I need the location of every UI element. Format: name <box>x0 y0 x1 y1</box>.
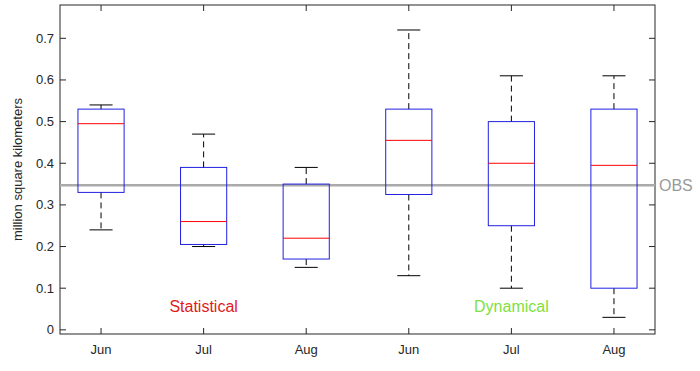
x-tick-label: Aug <box>602 342 625 357</box>
whisker-high <box>101 105 102 109</box>
whisker-high <box>511 76 512 122</box>
x-tick <box>306 328 307 334</box>
y-tick-label: 0.2 <box>36 239 54 254</box>
y-tick <box>60 288 66 289</box>
y-tick-right <box>649 329 655 330</box>
whisker-cap-high <box>295 167 318 168</box>
x-tick-top <box>613 5 614 11</box>
y-tick <box>60 246 66 247</box>
annotation: Dynamical <box>474 298 549 315</box>
x-tick-top <box>101 5 102 11</box>
x-tick-label: Jun <box>398 342 419 357</box>
x-tick-label: Jul <box>195 342 212 357</box>
whisker-low <box>306 259 307 267</box>
whisker-low <box>101 192 102 229</box>
whisker-high <box>408 30 409 109</box>
y-tick-right <box>649 288 655 289</box>
plot-frame <box>60 5 655 334</box>
whisker-high <box>613 76 614 109</box>
whisker-cap-high <box>192 134 215 135</box>
plot-area <box>60 30 655 317</box>
box <box>591 109 637 288</box>
whisker-cap-high <box>89 104 112 105</box>
y-tick-right <box>649 246 655 247</box>
box <box>488 122 534 226</box>
y-tick-right <box>649 163 655 164</box>
whisker-low <box>511 226 512 288</box>
x-tick-label: Aug <box>295 342 318 357</box>
whisker-cap-high <box>500 75 523 76</box>
y-tick-label: 0.4 <box>36 156 54 171</box>
y-tick <box>60 204 66 205</box>
box <box>283 184 329 259</box>
x-tick <box>203 328 204 334</box>
x-tick <box>511 328 512 334</box>
y-tick <box>60 329 66 330</box>
x-tick-label: Jul <box>503 342 520 357</box>
x-tick-top <box>203 5 204 11</box>
y-tick-right <box>649 38 655 39</box>
median <box>386 140 432 141</box>
median <box>181 221 227 222</box>
x-tick-top <box>408 5 409 11</box>
y-tick <box>60 38 66 39</box>
whisker-cap-low <box>192 246 215 247</box>
y-tick <box>60 121 66 122</box>
whisker-cap-low <box>295 267 318 268</box>
reference-label: OBS <box>659 177 693 194</box>
whisker-cap-low <box>397 275 420 276</box>
whisker-cap-low <box>500 288 523 289</box>
y-tick <box>60 163 66 164</box>
y-tick-label: 0.6 <box>36 72 54 87</box>
x-tick <box>408 328 409 334</box>
y-axis-label: million square kilometers <box>10 97 25 241</box>
whisker-high <box>203 134 204 167</box>
box <box>78 109 124 192</box>
box <box>386 109 432 194</box>
median <box>78 123 124 124</box>
whisker-high <box>306 167 307 184</box>
whisker-cap-low <box>602 317 625 318</box>
y-tick-label: 0.7 <box>36 31 54 46</box>
whisker-low <box>613 288 614 317</box>
y-tick-label: 0.1 <box>36 281 54 296</box>
x-tick-top <box>306 5 307 11</box>
median <box>283 238 329 239</box>
whisker-low <box>408 194 409 275</box>
x-tick-top <box>511 5 512 11</box>
x-tick <box>101 328 102 334</box>
y-tick-label: 0.3 <box>36 197 54 212</box>
y-tick-right <box>649 79 655 80</box>
whisker-cap-high <box>602 75 625 76</box>
median <box>591 165 637 166</box>
y-tick-label: 0.5 <box>36 114 54 129</box>
median <box>488 163 534 164</box>
x-tick-label: Jun <box>91 342 112 357</box>
annotation: Statistical <box>169 298 237 315</box>
whisker-cap-low <box>89 229 112 230</box>
y-tick <box>60 79 66 80</box>
whisker-cap-high <box>397 29 420 30</box>
y-tick-right <box>649 121 655 122</box>
x-tick <box>613 328 614 334</box>
chart: 0 0.1 0.2 0.3 0.4 0.5 0.6 0.7 Jun Jul Aug Jun Jul Aug… <box>0 0 700 371</box>
reference-line <box>60 184 655 187</box>
box <box>181 167 227 244</box>
y-tick-label: 0 <box>47 322 54 337</box>
y-tick-right <box>649 204 655 205</box>
